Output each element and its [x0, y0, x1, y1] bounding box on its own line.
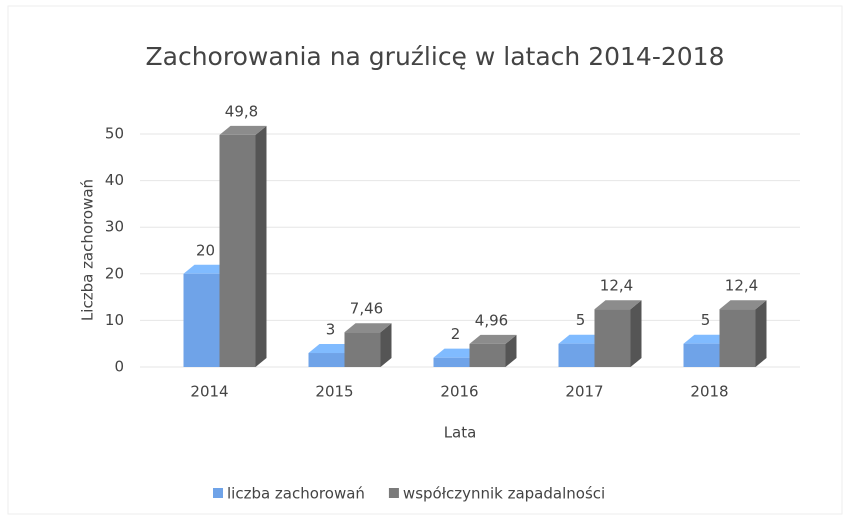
- data-label: 2: [451, 325, 461, 343]
- bar-side: [755, 300, 767, 367]
- legend-swatch: [213, 488, 223, 498]
- x-axis-title: Lata: [444, 424, 477, 442]
- data-label: 3: [326, 321, 336, 339]
- bar: [219, 134, 256, 367]
- x-tick-label: 2016: [440, 383, 478, 401]
- y-axis-title: Liczba zachorowań: [79, 179, 97, 321]
- x-tick-label: 2015: [315, 383, 353, 401]
- bar: [308, 353, 345, 367]
- legend-swatch: [388, 488, 399, 498]
- data-label: 4,96: [475, 311, 508, 329]
- y-tick-label: 0: [114, 358, 124, 376]
- data-label: 20: [196, 241, 215, 259]
- chart-title: Zachorowania na gruźlicę w latach 2014-2…: [146, 42, 725, 71]
- data-label: 5: [576, 311, 586, 329]
- x-tick-label: 2017: [565, 383, 603, 401]
- bar-top: [183, 264, 231, 274]
- legend-label: współczynnik zapadalności: [403, 485, 605, 503]
- data-label: 12,4: [725, 277, 758, 295]
- bar-top: [558, 334, 606, 344]
- bar-top: [469, 334, 517, 344]
- bar: [344, 332, 381, 367]
- bar: [719, 309, 756, 367]
- bar: [558, 343, 595, 367]
- bar-top: [308, 344, 356, 354]
- bar-side: [630, 300, 642, 367]
- legend-label: liczba zachorowań: [227, 485, 365, 503]
- data-label: 12,4: [600, 277, 633, 295]
- bar-top: [719, 300, 767, 310]
- bar-side: [505, 334, 517, 367]
- bar-top: [219, 125, 267, 135]
- bar: [594, 309, 631, 367]
- data-label: 49,8: [225, 102, 258, 120]
- bar-top: [433, 348, 481, 358]
- bar-top: [594, 300, 642, 310]
- data-label: 7,46: [350, 300, 383, 318]
- chart-frame: [7, 5, 843, 515]
- x-tick-label: 2018: [690, 383, 728, 401]
- bar: [183, 273, 220, 367]
- x-tick-label: 2014: [190, 383, 228, 401]
- data-label: 5: [701, 311, 711, 329]
- bar: [469, 343, 506, 367]
- bar: [433, 357, 470, 367]
- bar-top: [344, 323, 392, 333]
- y-tick-label: 10: [105, 311, 124, 329]
- bar: [683, 343, 720, 367]
- y-tick-label: 40: [105, 171, 124, 189]
- y-tick-label: 50: [105, 125, 124, 143]
- bar-side: [255, 125, 267, 367]
- bar-top: [683, 334, 731, 344]
- y-tick-label: 30: [105, 218, 124, 236]
- bar-side: [380, 323, 392, 367]
- y-tick-label: 20: [105, 264, 124, 282]
